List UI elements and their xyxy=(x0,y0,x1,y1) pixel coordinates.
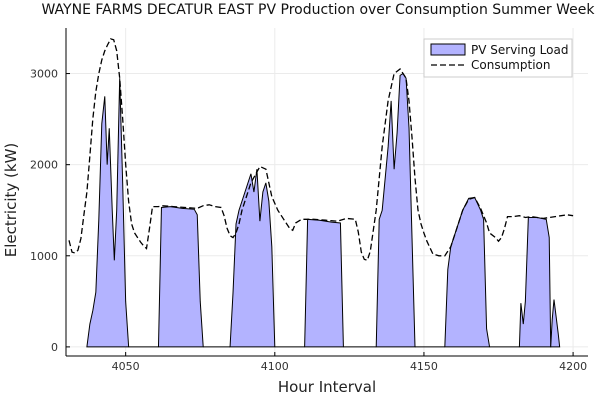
pv-area-segment xyxy=(518,217,552,348)
y-tick-label: 0 xyxy=(51,341,58,354)
x-tick-label: 4100 xyxy=(261,360,289,373)
axes xyxy=(65,28,588,357)
consumption-line-layer xyxy=(68,38,574,262)
pv-area-segment xyxy=(304,218,344,348)
chart-title: WAYNE FARMS DECATUR EAST PV Production o… xyxy=(41,2,595,18)
legend-label-pv: PV Serving Load xyxy=(471,43,568,57)
y-tick-label: 3000 xyxy=(30,68,58,81)
x-tick-label: 4050 xyxy=(112,360,140,373)
consumption-line xyxy=(68,38,574,262)
pv-area-segment xyxy=(444,196,491,348)
legend-swatch-pv xyxy=(430,43,466,56)
pv-area-segment xyxy=(229,169,276,348)
x-axis-label: Hour Interval xyxy=(278,378,376,396)
pv-area-segment xyxy=(86,78,130,348)
x-tick-label: 4150 xyxy=(410,360,438,373)
y-tick-label: 2000 xyxy=(30,159,58,172)
pv-area-segment xyxy=(550,299,561,348)
x-tick-label: 4200 xyxy=(559,360,587,373)
y-tick-label: 1000 xyxy=(30,250,58,263)
pv-area-layer xyxy=(86,72,561,348)
tick-labels: 4050 4100 4150 4200 0 1000 2000 3000 xyxy=(30,68,587,373)
pv-area-segment xyxy=(375,72,416,348)
legend-label-consumption: Consumption xyxy=(471,58,550,72)
pv-area-segment xyxy=(157,206,204,348)
y-axis-label: Electricity (kW) xyxy=(2,143,20,258)
legend: PV Serving Load Consumption xyxy=(423,38,573,78)
